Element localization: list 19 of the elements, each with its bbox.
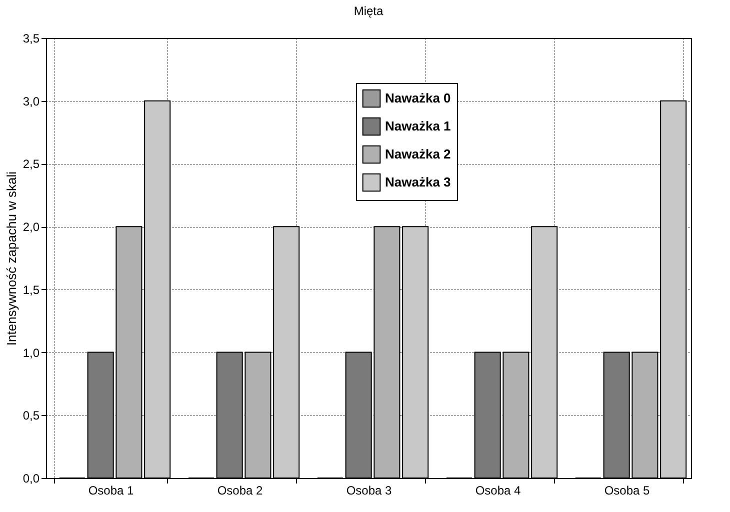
y-tick-label: 1,5 bbox=[22, 282, 40, 297]
legend-label: Naważka 0 bbox=[385, 90, 451, 106]
chart-title: Mięta bbox=[354, 4, 384, 18]
x-tick-label: Osoba 3 bbox=[346, 484, 392, 498]
x-tick-label: Osoba 5 bbox=[604, 484, 650, 498]
x-tick-label: Osoba 4 bbox=[475, 484, 521, 498]
y-tick-label: 0,5 bbox=[22, 408, 40, 423]
y-tick-label: 1,0 bbox=[22, 346, 40, 360]
y-tick-label: 0,0 bbox=[22, 472, 40, 486]
legend-label: Naważka 2 bbox=[385, 146, 451, 162]
y-tick-label: 2,5 bbox=[22, 157, 40, 172]
y-tick-label: 2,0 bbox=[22, 220, 40, 234]
legend-label: Naważka 1 bbox=[385, 118, 451, 134]
x-tick-label: Osoba 2 bbox=[217, 484, 263, 498]
x-tick-label: Osoba 1 bbox=[88, 484, 134, 498]
y-tick-label: 3,5 bbox=[22, 32, 40, 46]
y-tick-label: 3,0 bbox=[22, 94, 40, 108]
legend-label: Naważka 3 bbox=[385, 174, 451, 190]
y-axis-title: Intensywność zapachu w skali bbox=[4, 171, 19, 346]
